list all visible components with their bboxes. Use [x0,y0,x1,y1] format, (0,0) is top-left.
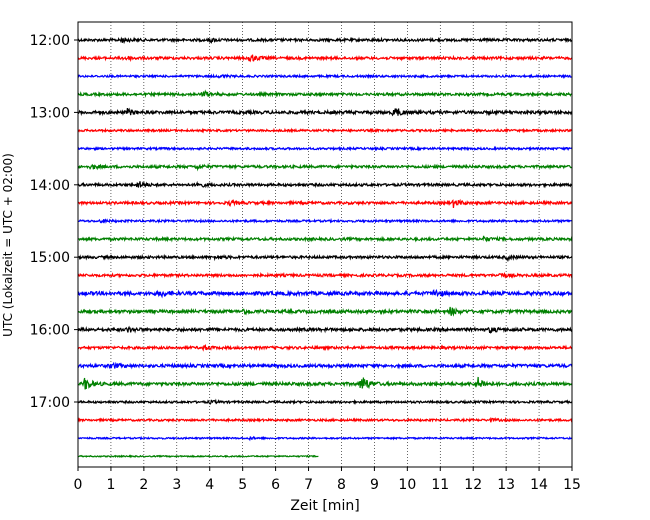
trace-line [77,344,573,352]
x-tick-label: 3 [172,477,181,493]
x-tick-label: 13 [497,477,515,493]
x-tick-label: 14 [530,477,548,493]
trace-line [77,163,573,172]
y-tick-label: 15:00 [30,250,70,266]
trace-line [77,107,573,117]
trace-line [77,198,573,209]
trace-line [77,435,573,442]
trace-line [77,288,573,299]
x-tick-label: 2 [139,477,148,493]
trace-line [77,454,319,459]
trace-line [77,376,573,390]
y-tick-label: 14:00 [30,178,70,194]
y-axis-ticks: 12:00 13:00 14:00 15:00 16:00 17:00 [30,33,78,411]
trace-line [77,398,573,406]
trace-line [77,89,573,98]
trace-line [77,36,573,45]
trace-line [77,235,573,243]
x-tick-label: 0 [74,477,83,493]
trace-line [77,180,573,189]
trace-line [77,325,573,334]
trace-line [77,271,573,279]
trace-group [77,36,573,459]
trace-line [77,217,573,224]
trace-line [77,73,573,80]
plot-frame [77,21,573,468]
trace-line [77,306,573,317]
x-tick-label: 1 [106,477,115,493]
x-tick-label: 4 [205,477,214,493]
x-tick-label: 6 [271,477,280,493]
trace-line [77,145,573,152]
trace-line [77,253,573,262]
y-tick-label: 13:00 [30,105,70,121]
x-tick-label: 15 [563,477,581,493]
y-tick-label: 16:00 [30,323,70,339]
x-axis-label: Zeit [min] [290,498,359,514]
vertical-grid-lines [110,22,540,467]
x-tick-label: 5 [238,477,247,493]
trace-line [77,361,573,370]
y-axis-label: UTC (Lokalzeit = UTC + 02:00) [1,153,15,337]
x-tick-label: 9 [370,477,379,493]
x-axis-ticks: 0 1 2 3 4 5 6 7 8 9 10 11 12 13 14 15 [74,467,581,493]
x-tick-label: 8 [337,477,346,493]
y-tick-label: 17:00 [30,395,70,411]
trace-line [77,54,573,63]
y-tick-label: 12:00 [30,33,70,49]
x-tick-label: 7 [304,477,313,493]
x-tick-label: 10 [398,477,416,493]
trace-line [77,416,573,424]
trace-line [77,127,573,134]
x-tick-label: 12 [464,477,482,493]
x-tick-label: 11 [431,477,449,493]
